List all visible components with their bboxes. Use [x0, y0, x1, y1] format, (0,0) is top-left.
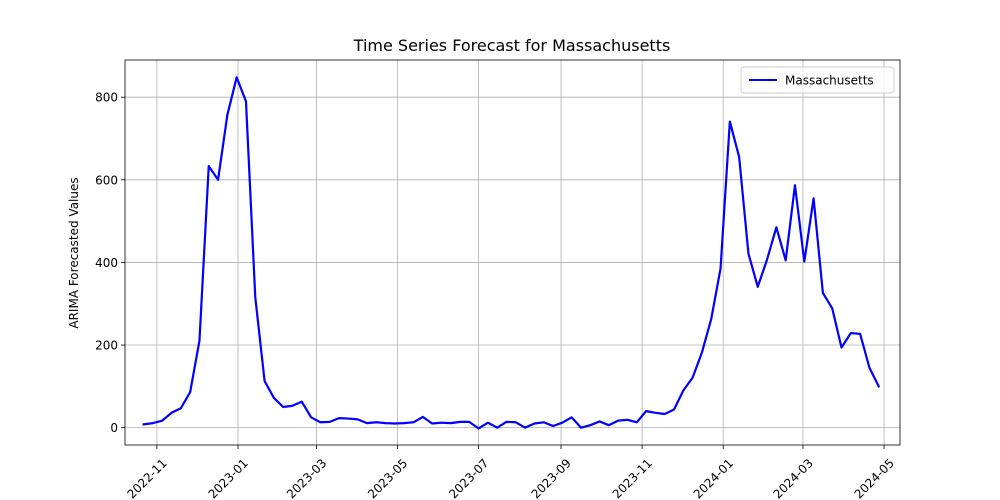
y-axis-label: ARIMA Forecasted Values: [67, 177, 81, 328]
y-tick-label: 200: [95, 339, 118, 353]
legend-label: Massachusetts: [785, 74, 874, 88]
y-tick-label: 800: [95, 91, 118, 105]
grid: [125, 60, 900, 445]
plot-frame: [124, 59, 901, 446]
legend: Massachusetts: [740, 66, 895, 94]
y-tick-label: 600: [95, 173, 118, 187]
legend-frame: [740, 66, 895, 94]
series-layer: [142, 76, 881, 430]
y-tick-label: 400: [95, 256, 118, 270]
y-tick-label: 0: [110, 421, 118, 435]
chart-title: Time Series Forecast for Massachusetts: [353, 36, 671, 55]
series-line-massachusetts: [142, 76, 881, 430]
